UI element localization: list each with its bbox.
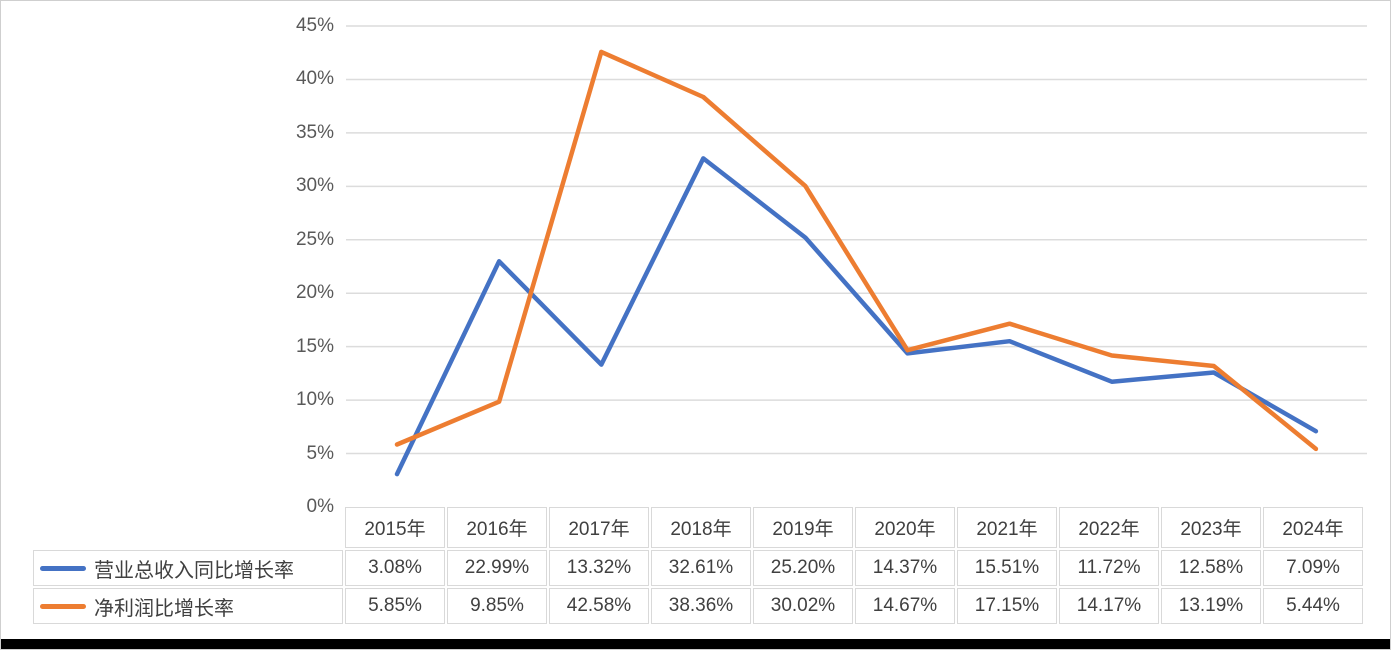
net-profit-growth-legend-line-icon	[40, 603, 86, 609]
y-axis-tick-label: 10%	[295, 389, 334, 411]
revenue-growth-line	[394, 156, 1319, 477]
legend-cell: 营业总收入同比增长率	[33, 550, 343, 586]
value-cell: 32.61%	[651, 550, 751, 586]
value-cell: 38.36%	[651, 588, 751, 624]
legend-label: 净利润比增长率	[94, 597, 234, 620]
y-axis-tick-label: 35%	[295, 121, 334, 143]
value-cell: 15.51%	[957, 550, 1057, 586]
revenue-growth-legend-line-icon	[40, 565, 86, 571]
year-header-cell: 2023年	[1161, 507, 1261, 548]
y-axis-tick-label: 20%	[295, 282, 334, 304]
bottom-border-bar	[1, 639, 1390, 649]
value-cell: 11.72%	[1059, 550, 1159, 586]
legend-label: 营业总收入同比增长率	[94, 559, 294, 582]
year-header-cell: 2015年	[345, 507, 445, 548]
value-cell: 42.58%	[549, 588, 649, 624]
value-cell: 12.58%	[1161, 550, 1261, 586]
legend-cell: 净利润比增长率	[33, 588, 343, 624]
value-cell: 9.85%	[447, 588, 547, 624]
year-header-cell: 2017年	[549, 507, 649, 548]
year-header-cell: 2020年	[855, 507, 955, 548]
value-cell: 5.85%	[345, 588, 445, 624]
value-cell: 14.17%	[1059, 588, 1159, 624]
year-header-cell: 2021年	[957, 507, 1057, 548]
net-profit-growth-line	[394, 49, 1319, 452]
y-axis-tick-label: 15%	[295, 335, 334, 357]
value-cell: 5.44%	[1263, 588, 1363, 624]
y-axis-tick-label: 40%	[295, 68, 334, 90]
value-cell: 13.19%	[1161, 588, 1261, 624]
y-axis-tick-label: 30%	[295, 175, 334, 197]
year-header-cell: 2016年	[447, 507, 547, 548]
value-cell: 3.08%	[345, 550, 445, 586]
data-table: 2015年 2016年 2017年 2018年 2019年 2020年 2021年 2022年…	[33, 507, 1363, 624]
value-cell: 22.99%	[447, 550, 547, 586]
y-axis-tick-label: 5%	[306, 442, 334, 464]
year-header-cell: 2024年	[1263, 507, 1363, 548]
value-cell: 13.32%	[549, 550, 649, 586]
value-cell: 7.09%	[1263, 550, 1363, 586]
value-cell: 30.02%	[753, 588, 853, 624]
plot-area	[346, 25, 1367, 507]
table-corner-cell	[33, 507, 343, 548]
year-header-cell: 2018年	[651, 507, 751, 548]
y-axis-tick-label: 25%	[295, 228, 334, 250]
y-axis-tick-label: 0%	[306, 496, 334, 517]
value-cell: 25.20%	[753, 550, 853, 586]
value-cell: 14.67%	[855, 588, 955, 624]
value-cell: 14.37%	[855, 550, 955, 586]
year-header-cell: 2019年	[753, 507, 853, 548]
y-axis-tick-label: 45%	[295, 15, 334, 36]
year-header-cell: 2022年	[1059, 507, 1159, 548]
value-cell: 17.15%	[957, 588, 1057, 624]
